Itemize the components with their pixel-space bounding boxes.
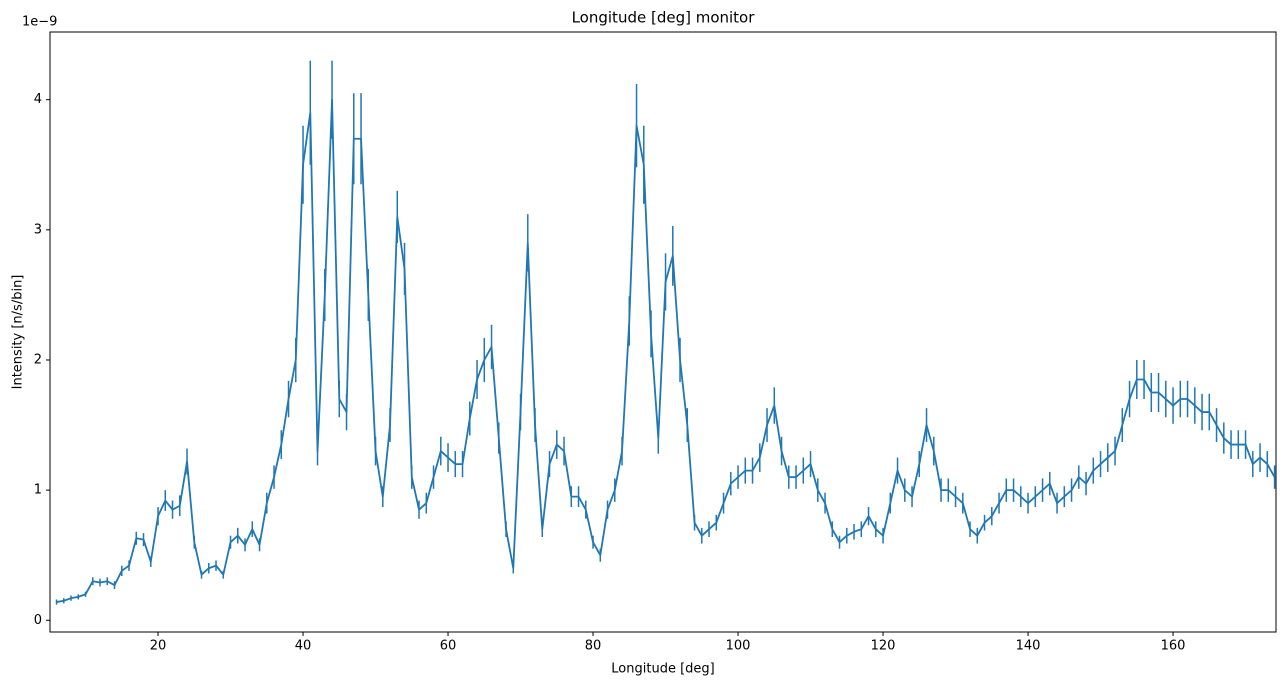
y-tick-label: 0 bbox=[34, 613, 42, 628]
data-line bbox=[56, 98, 1276, 603]
x-tick-label: 20 bbox=[150, 639, 167, 654]
x-tick-label: 120 bbox=[871, 639, 896, 654]
x-tick-label: 160 bbox=[1161, 639, 1186, 654]
x-tick-label: 60 bbox=[440, 639, 457, 654]
y-tick-label: 2 bbox=[34, 352, 42, 367]
offset-label: 1e−9 bbox=[22, 15, 57, 30]
x-tick-label: 40 bbox=[295, 639, 312, 654]
x-tick-label: 100 bbox=[726, 639, 751, 654]
y-tick-label: 4 bbox=[34, 92, 42, 107]
chart-title: Longitude [deg] monitor bbox=[572, 9, 756, 27]
y-axis-label: Intensity [n/s/bin] bbox=[11, 275, 26, 390]
y-tick-label: 3 bbox=[34, 222, 42, 237]
x-tick-label: 80 bbox=[585, 639, 602, 654]
y-tick-label: 1 bbox=[34, 483, 42, 498]
x-tick-label: 140 bbox=[1016, 639, 1041, 654]
axes-frame bbox=[49, 31, 1277, 633]
x-axis-label: Longitude [deg] bbox=[611, 662, 714, 677]
